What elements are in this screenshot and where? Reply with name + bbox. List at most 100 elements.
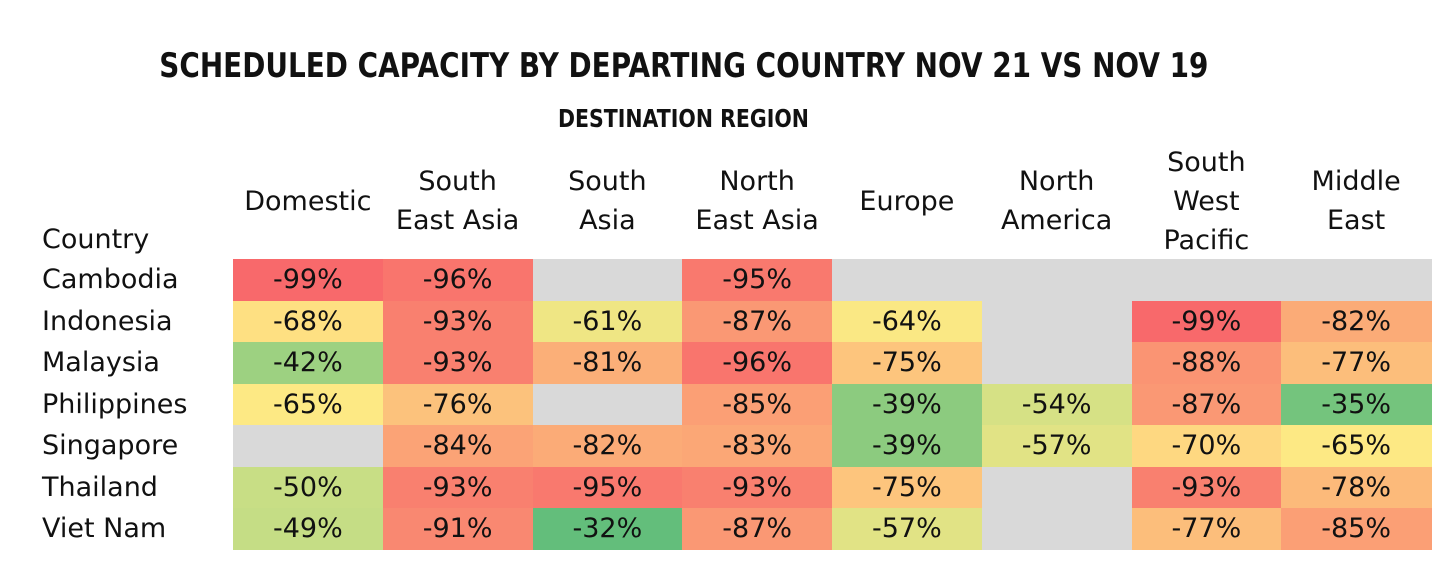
heatmap-cell (832, 508, 983, 550)
column-header: South East Asia (383, 162, 533, 240)
heatmap-cell (682, 383, 833, 426)
heatmap-cell (233, 300, 384, 343)
heatmap-cell (682, 300, 833, 343)
heatmap-cell (233, 383, 384, 426)
heatmap-cell (1131, 342, 1282, 384)
row-label: Malaysia (42, 347, 160, 378)
cell-value-label: -77% (1321, 347, 1391, 378)
column-header-line: North (1018, 166, 1095, 197)
heatmap-cell (382, 342, 533, 384)
cell-value-label: -39% (871, 388, 942, 420)
column-header-line: East Asia (695, 205, 819, 236)
heatmap-cell (382, 508, 533, 550)
column-header: Domestic (233, 182, 383, 221)
heatmap-cell (233, 466, 384, 509)
cell-value-label: -96% (422, 264, 493, 295)
heatmap-cell-empty (532, 259, 683, 301)
heatmap-cell (233, 342, 384, 384)
heatmap-cell-empty (981, 300, 1132, 343)
heatmap-cell (981, 383, 1132, 426)
cell-value-label: -57% (871, 513, 942, 544)
cell-value-label: -82% (572, 430, 643, 461)
heatmap-cell (1281, 466, 1432, 509)
heatmap-cell-empty (233, 425, 384, 467)
cell-value-label: -99% (1171, 305, 1242, 337)
row-label: Cambodia (42, 264, 179, 295)
heatmap-cell (682, 425, 833, 467)
column-header-line: Asia (579, 205, 636, 236)
heatmap-cell (1131, 466, 1282, 509)
heatmap-cell-empty (981, 508, 1132, 550)
heatmap-cell (1281, 383, 1432, 426)
heatmap-cell (1131, 425, 1282, 467)
cell-value-label: -70% (1171, 430, 1242, 461)
cell-value-label: -93% (422, 347, 493, 378)
cell-value-label: -87% (1171, 388, 1242, 420)
cell-value-label: -76% (422, 388, 493, 420)
column-header-line: America (1000, 205, 1113, 236)
column-header: Middle East (1281, 162, 1431, 240)
cell-value-label: -75% (871, 471, 942, 503)
row-label: Thailand (42, 471, 158, 503)
cell-value-label: -35% (1321, 388, 1391, 420)
cell-value-label: -54% (1021, 388, 1092, 420)
cell-value-label: -81% (572, 347, 643, 378)
cell-value-label: -93% (722, 471, 792, 503)
column-header: South Asia (532, 162, 682, 240)
heatmap-cell (233, 259, 384, 301)
column-header-line: South (568, 166, 647, 197)
column-header-line: East Asia (395, 205, 520, 236)
column-header-line: Europe (859, 186, 955, 217)
cell-value-label: -50% (272, 471, 343, 503)
heatmap-cell (233, 508, 384, 550)
cell-value-label: -32% (572, 513, 643, 544)
column-header-line: Middle (1311, 166, 1401, 197)
cell-value-label: -93% (422, 305, 493, 337)
cell-value-label: -96% (722, 347, 792, 378)
chart-subtitle: DESTINATION REGION (557, 104, 809, 133)
heatmap-cell (832, 383, 983, 426)
heatmap-cell-empty (1131, 259, 1282, 301)
cell-value-label: -68% (272, 305, 343, 337)
cell-value-label: -85% (1321, 513, 1391, 544)
column-header-line: South (418, 166, 497, 197)
cell-value-label: -87% (722, 513, 792, 544)
column-header: North East Asia (682, 162, 832, 240)
heatmap-cell (382, 300, 533, 343)
heatmap-cell (981, 425, 1132, 467)
cell-value-label: -84% (422, 430, 493, 461)
cell-value-label: -65% (1321, 430, 1391, 461)
cell-value-label: -82% (1321, 305, 1391, 337)
heatmap-cell-empty (532, 383, 683, 426)
heatmap-cell (682, 342, 833, 384)
cell-value-label: -39% (871, 430, 942, 461)
cell-value-label: -87% (722, 305, 792, 337)
heatmap-cell (832, 466, 983, 509)
cell-value-label: -75% (871, 347, 942, 378)
heatmap-cell-empty (832, 259, 983, 301)
heatmap-cell (682, 466, 833, 509)
cell-value-label: -42% (272, 347, 343, 378)
cell-value-label: -93% (422, 471, 493, 503)
cell-value-label: -99% (272, 264, 343, 295)
cell-value-label: -91% (422, 513, 493, 544)
heatmap-cell (532, 508, 683, 550)
column-header: South West Pacific (1131, 143, 1281, 260)
heatmap-cell-empty (981, 259, 1132, 301)
column-header-line: South (1167, 147, 1246, 178)
cell-value-label: -95% (722, 264, 792, 295)
heatmap-cell (382, 466, 533, 509)
column-header-line: Pacific (1163, 225, 1250, 256)
heatmap-cell (1131, 383, 1282, 426)
heatmap-cell (682, 508, 833, 550)
cell-value-label: -64% (871, 305, 942, 337)
column-header: Europe (832, 182, 982, 221)
heatmap-cell (532, 425, 683, 467)
column-header-line: East (1326, 205, 1386, 236)
heatmap-cell (1281, 425, 1432, 467)
row-header-label: Country (42, 224, 150, 255)
cell-value-label: -93% (1171, 471, 1242, 503)
cell-value-label: -95% (572, 471, 643, 503)
cell-value-label: -88% (1171, 347, 1242, 378)
